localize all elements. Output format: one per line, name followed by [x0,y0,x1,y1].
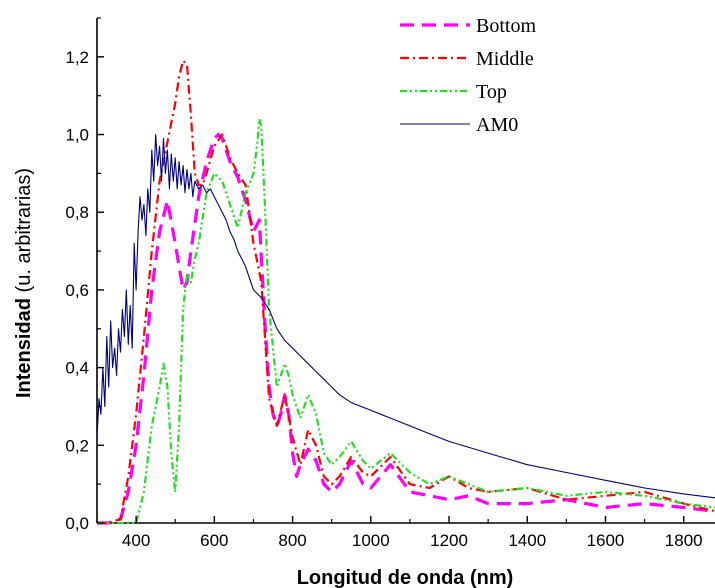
series-line-am0 [96,133,715,499]
y-axis-title-rest: (u. arbitrarias) [13,168,35,298]
series-layer [96,59,715,525]
y-tick-label: 1,0 [65,126,89,145]
x-tick-label: 800 [278,531,306,550]
x-tick-label: 1000 [352,531,390,550]
y-tick-label: 0,2 [65,436,89,455]
y-axis-title: Intensidad (u. arbitrarias) [13,168,35,398]
legend-label-top: Top [476,81,507,103]
legend-label-am0: AM0 [476,114,518,136]
x-tick-label: 1400 [508,531,546,550]
y-tick-label: 0,0 [65,514,89,533]
x-tick-label: 600 [200,531,228,550]
x-tick-label: 400 [122,531,150,550]
legend-label-middle: Middle [476,48,534,70]
y-axis: 0,0 0,2 0,4 0,6 0,8 1,0 1,2 [65,17,104,533]
x-tick-label: 1800 [665,531,703,550]
series-line-middle [97,59,715,525]
plot-frame [96,18,715,524]
y-tick-label: 0,6 [65,281,89,300]
y-tick-label: 0,8 [65,203,89,222]
x-axis-title: Longitud de onda (nm) [297,567,514,588]
x-tick-label: 1600 [587,531,625,550]
legend: Bottom Middle Top AM0 [400,15,536,136]
series-line-bottom [97,132,715,525]
legend-label-bottom: Bottom [476,15,536,37]
y-tick-label: 0,4 [65,359,89,378]
series-line-top [97,117,715,525]
x-axis: 400 600 800 1000 1200 1400 1600 1800 [96,516,703,550]
y-tick-label: 1,2 [65,48,89,67]
y-axis-title-bold: Intensidad [13,298,35,398]
x-tick-label: 1200 [430,531,468,550]
